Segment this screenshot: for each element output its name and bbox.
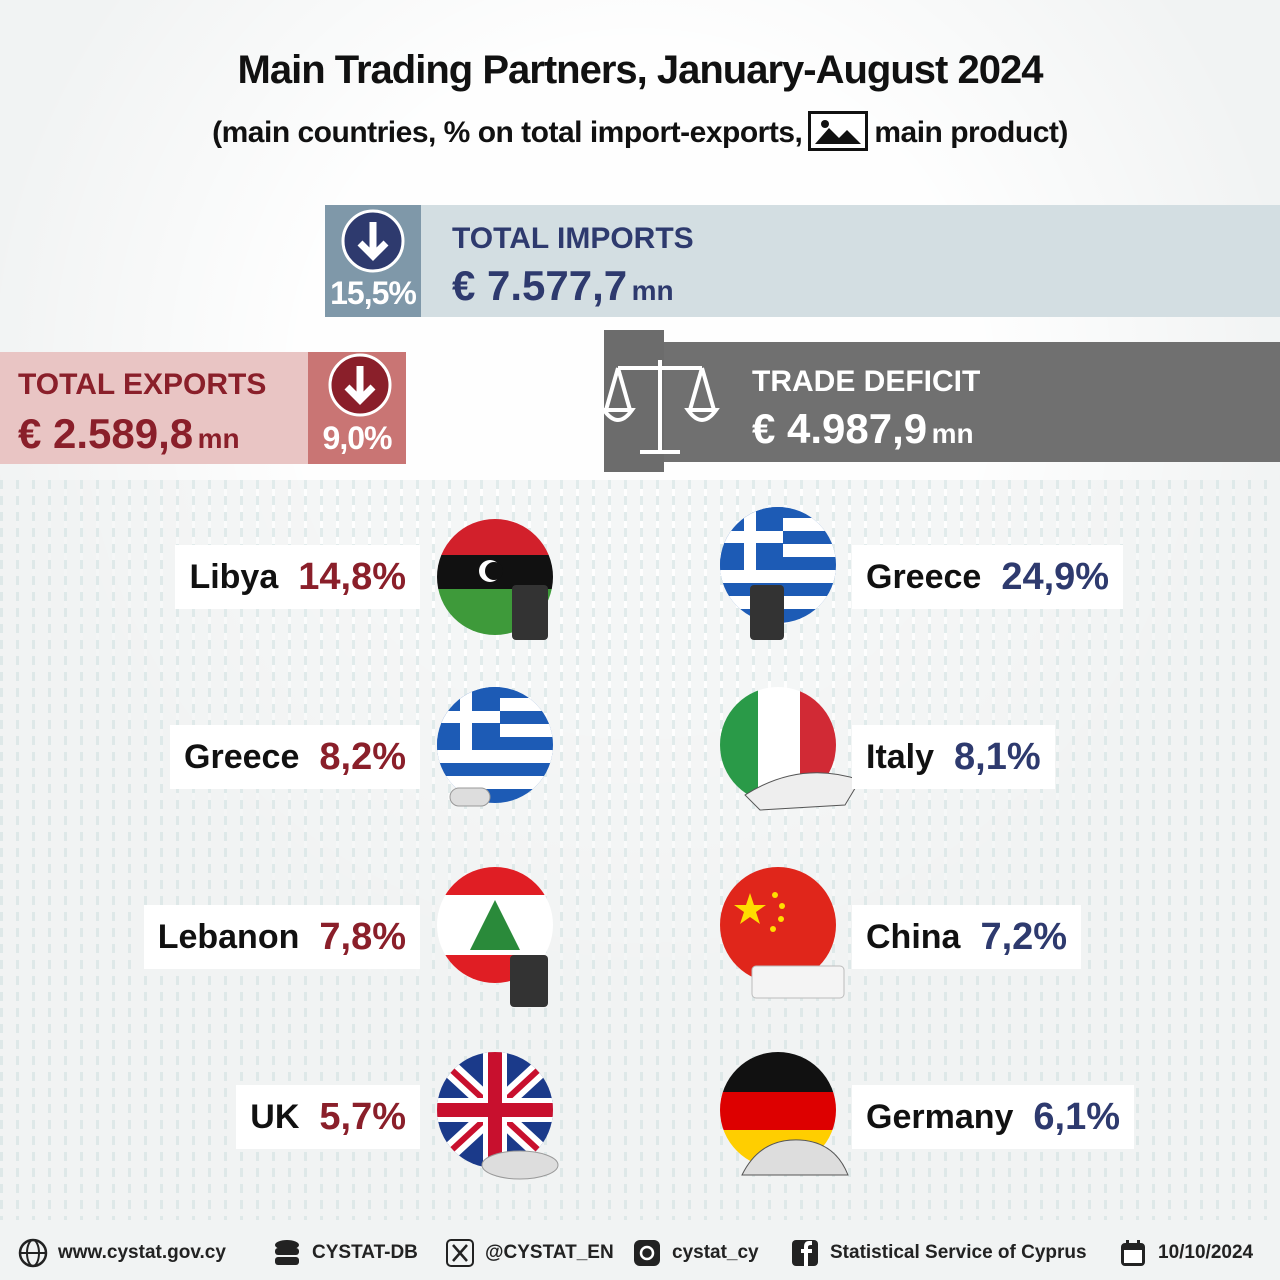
import-row: Italy 8,1% <box>852 725 1055 789</box>
imports-value: € 7.577,7 mn <box>452 262 674 310</box>
share: 7,8% <box>319 915 406 958</box>
country: UK <box>250 1097 300 1136</box>
value: € 7.577,7 <box>452 262 628 309</box>
share: 24,9% <box>1001 555 1110 598</box>
subtitle: (main countries, % on total import-expor… <box>0 111 1280 154</box>
flag-china <box>720 867 836 983</box>
footer-icon <box>634 1240 660 1266</box>
export-row: UK 5,7% <box>236 1085 420 1149</box>
title: Main Trading Partners, January-August 20… <box>237 48 1044 92</box>
exports-box <box>0 352 308 464</box>
import-row: Greece 24,9% <box>852 545 1124 609</box>
scale-icon <box>604 360 720 454</box>
export-row: Libya 14,8% <box>175 545 420 609</box>
value: € 4.987,9 <box>752 405 928 452</box>
imports-box <box>421 205 1280 317</box>
deficit-icon-box <box>604 330 664 472</box>
share: 8,1% <box>954 735 1041 778</box>
country: China <box>866 917 961 956</box>
exports-change: 9,0% <box>322 420 393 456</box>
product-icon <box>808 111 869 151</box>
country: Lebanon <box>157 917 300 956</box>
image-icon <box>815 120 862 144</box>
product-icons <box>449 585 861 1180</box>
unit: mn <box>197 423 240 454</box>
down-arrow <box>341 209 405 273</box>
import-row: Germany 6,1% <box>852 1085 1135 1149</box>
footer-item: www.cystat.gov.cy <box>18 1238 226 1268</box>
deficit-value: € 4.987,9 mn <box>752 405 974 453</box>
import-row: China 7,2% <box>852 905 1082 969</box>
country: Greece <box>866 557 982 596</box>
exports-label: TOTAL EXPORTS <box>18 368 267 401</box>
deficit-label: TRADE DEFICIT <box>752 365 981 398</box>
export-row: Greece 8,2% <box>170 725 420 789</box>
footer-item: 10/10/2024 <box>1118 1238 1253 1268</box>
footer-text: @CYSTAT_EN <box>485 1242 614 1263</box>
subtitle-text: main product) <box>874 115 1068 149</box>
country: Germany <box>866 1097 1014 1136</box>
footer-item: cystat_cy <box>632 1238 759 1268</box>
footer-text: CYSTAT-DB <box>312 1242 418 1263</box>
footer-item: @CYSTAT_EN <box>445 1238 614 1268</box>
country: Libya <box>189 557 279 596</box>
down-arrow <box>328 353 392 417</box>
footer-icon <box>446 1239 474 1267</box>
country: Italy <box>866 737 935 776</box>
flag-greece-exp <box>437 687 553 803</box>
footer-item: CYSTAT-DB <box>272 1238 418 1268</box>
imports-label: TOTAL IMPORTS <box>452 222 694 255</box>
footer-icon <box>792 1240 818 1266</box>
footer-item: Statistical Service of Cyprus <box>790 1238 1087 1268</box>
country: Greece <box>184 737 300 776</box>
unit: mn <box>931 418 974 449</box>
export-row: Lebanon 7,8% <box>143 905 420 969</box>
unit: mn <box>631 275 674 306</box>
footer-text: 10/10/2024 <box>1158 1242 1254 1263</box>
flag-uk <box>437 1052 553 1168</box>
footer-icon <box>18 1238 48 1268</box>
exports-value: € 2.589,8 mn <box>18 410 240 458</box>
footer-icon <box>1121 1240 1145 1266</box>
imports-change: 15,5% <box>330 275 417 311</box>
flags <box>437 507 861 1180</box>
share: 5,7% <box>319 1095 406 1138</box>
deficit-box <box>664 342 1280 462</box>
subtitle-text: (main countries, % on total import-expor… <box>212 115 803 149</box>
footer-text: Statistical Service of Cyprus <box>830 1242 1087 1263</box>
footer-icon <box>275 1240 299 1265</box>
share: 7,2% <box>980 915 1068 958</box>
footer-text: cystat_cy <box>672 1242 759 1263</box>
share: 6,1% <box>1033 1095 1121 1138</box>
ac-unit <box>751 965 845 999</box>
share: 14,8% <box>298 555 406 598</box>
value: € 2.589,8 <box>18 410 194 457</box>
share: 8,2% <box>319 735 406 778</box>
footer-text: www.cystat.gov.cy <box>58 1242 226 1263</box>
